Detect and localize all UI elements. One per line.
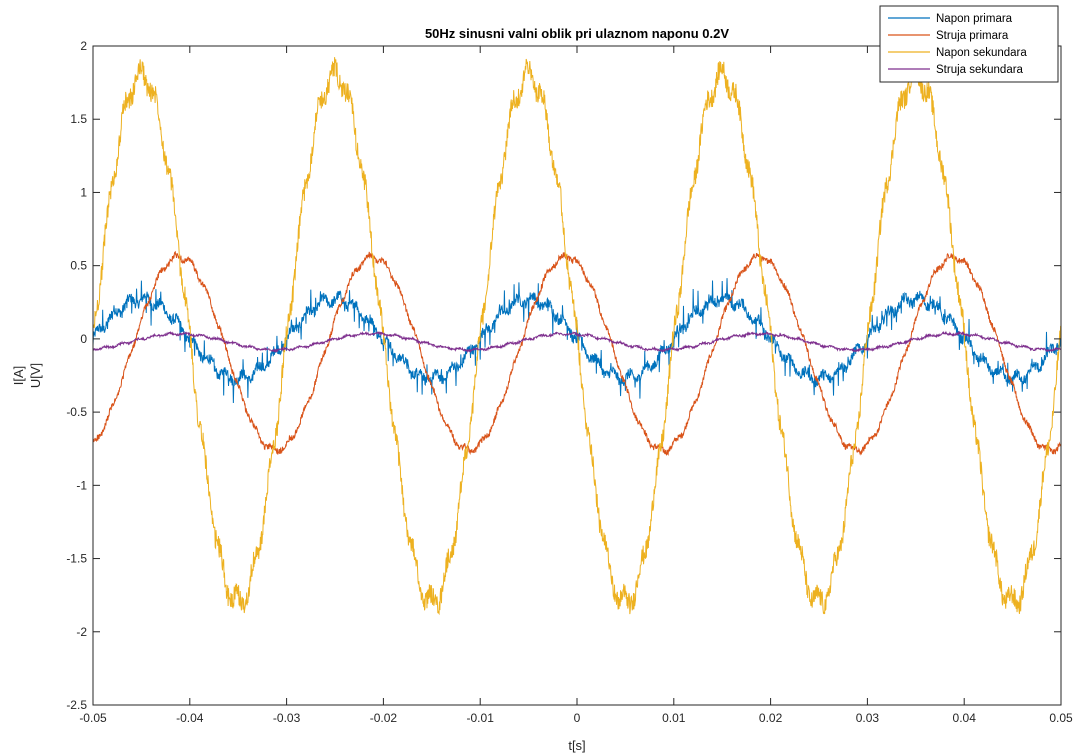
- x-tick-label: -0.02: [370, 711, 398, 725]
- x-tick-label: 0.02: [759, 711, 783, 725]
- legend-entry-label: Napon primara: [936, 13, 1013, 25]
- y-tick-label: -1.5: [66, 552, 87, 566]
- x-tick-label: -0.05: [79, 711, 107, 725]
- series-line-4: [93, 330, 1061, 354]
- y-tick-label: -2.5: [66, 698, 87, 712]
- series-line-2: [93, 250, 1061, 456]
- legend-entry-label: Struja primara: [936, 30, 1009, 42]
- y-tick-label: 1: [80, 185, 87, 199]
- y-tick-label: -2: [76, 625, 87, 639]
- y-tick-label: -0.5: [66, 405, 87, 419]
- chart-title: 50Hz sinusni valni oblik pri ulaznom nap…: [425, 26, 729, 41]
- legend-entry-label: Napon sekundara: [936, 47, 1027, 59]
- y-axis-label-voltage: U[V]: [28, 363, 43, 388]
- y-axis-label-current: I[A]: [11, 366, 26, 386]
- x-tick-label: 0.04: [953, 711, 977, 725]
- y-tick-label: 2: [80, 39, 87, 53]
- x-tick-label: 0.01: [662, 711, 686, 725]
- x-tick-label: 0.03: [856, 711, 880, 725]
- y-tick-label: 0: [80, 332, 87, 346]
- x-tick-label: 0.05: [1049, 711, 1073, 725]
- x-tick-label: -0.03: [273, 711, 301, 725]
- x-axis-label: t[s]: [568, 738, 585, 753]
- legend-entry-label: Struja sekundara: [936, 64, 1024, 76]
- y-tick-label: -1: [76, 478, 87, 492]
- x-tick-label: -0.01: [467, 711, 495, 725]
- axes: -0.05 -0.04 -0.03 -0.02 -0.01 0 0.01 0.02 0.03 0.…: [66, 39, 1073, 725]
- x-tick-label: 0: [574, 711, 581, 725]
- y-tick-label: 1.5: [70, 112, 87, 126]
- x-tick-label: -0.04: [176, 711, 204, 725]
- series-line-3: [93, 57, 1061, 616]
- plot-area: [93, 57, 1061, 616]
- y-tick-label: 0.5: [70, 259, 87, 273]
- legend: Napon primara Struja primara Napon sekunda…: [879, 5, 1059, 83]
